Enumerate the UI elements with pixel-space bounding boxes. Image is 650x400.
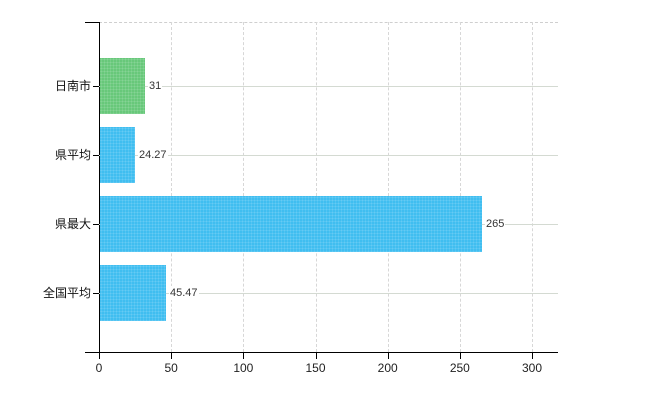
y-axis-line [99,22,100,352]
x-axis-tick-mark [171,353,173,359]
x-tick-label: 150 [305,361,326,375]
horizontal-gridline [99,293,558,294]
bar-ken-saidai [100,196,482,252]
horizontal-gridline [99,155,558,156]
category-label: 県最大 [54,217,91,231]
x-axis-tick-mark [315,353,317,359]
value-label: 265 [485,217,506,231]
value-label: 31 [148,79,163,93]
vertical-gridline [459,22,461,352]
category-tick-mark [93,86,99,87]
category-label: 日南市 [54,79,91,93]
y-axis-top-tick [85,22,99,23]
bar-zenkoku-heikin [100,265,166,321]
x-axis-line [85,352,558,353]
value-label: 45.47 [169,286,199,300]
x-tick-label: 0 [95,361,103,375]
category-label: 県平均 [54,148,91,162]
x-axis-tick-mark [99,353,100,359]
x-axis-tick-mark [243,353,245,359]
x-axis-tick-mark [532,353,533,359]
bar-ken-heikin [100,127,135,183]
x-tick-label: 300 [521,361,543,375]
plot-top-border [99,22,558,23]
x-tick-label: 200 [377,361,398,375]
vertical-gridline [387,22,389,352]
x-tick-label: 100 [233,361,254,375]
x-axis-tick-mark [387,353,389,359]
category-tick-mark [93,224,99,225]
x-axis-tick-mark [459,353,461,359]
vertical-gridline [532,22,533,352]
vertical-gridline [315,22,317,352]
category-tick-mark [93,293,99,294]
horizontal-gridline [99,86,558,87]
x-tick-label: 250 [449,361,470,375]
x-tick-label: 50 [164,361,178,375]
vertical-gridline [243,22,245,352]
value-label: 24.27 [138,148,168,162]
category-tick-mark [93,155,99,156]
bar-nichinan-shi [100,58,145,114]
vertical-gridline [171,22,173,352]
category-label: 全国平均 [42,286,91,300]
